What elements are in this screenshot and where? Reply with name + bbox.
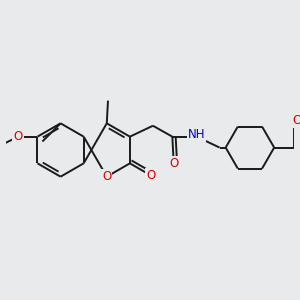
Text: O: O <box>146 169 155 182</box>
Text: O: O <box>292 114 300 127</box>
Text: NH: NH <box>188 128 205 141</box>
Text: O: O <box>169 157 178 170</box>
Text: O: O <box>102 170 111 183</box>
Text: O: O <box>14 130 23 143</box>
